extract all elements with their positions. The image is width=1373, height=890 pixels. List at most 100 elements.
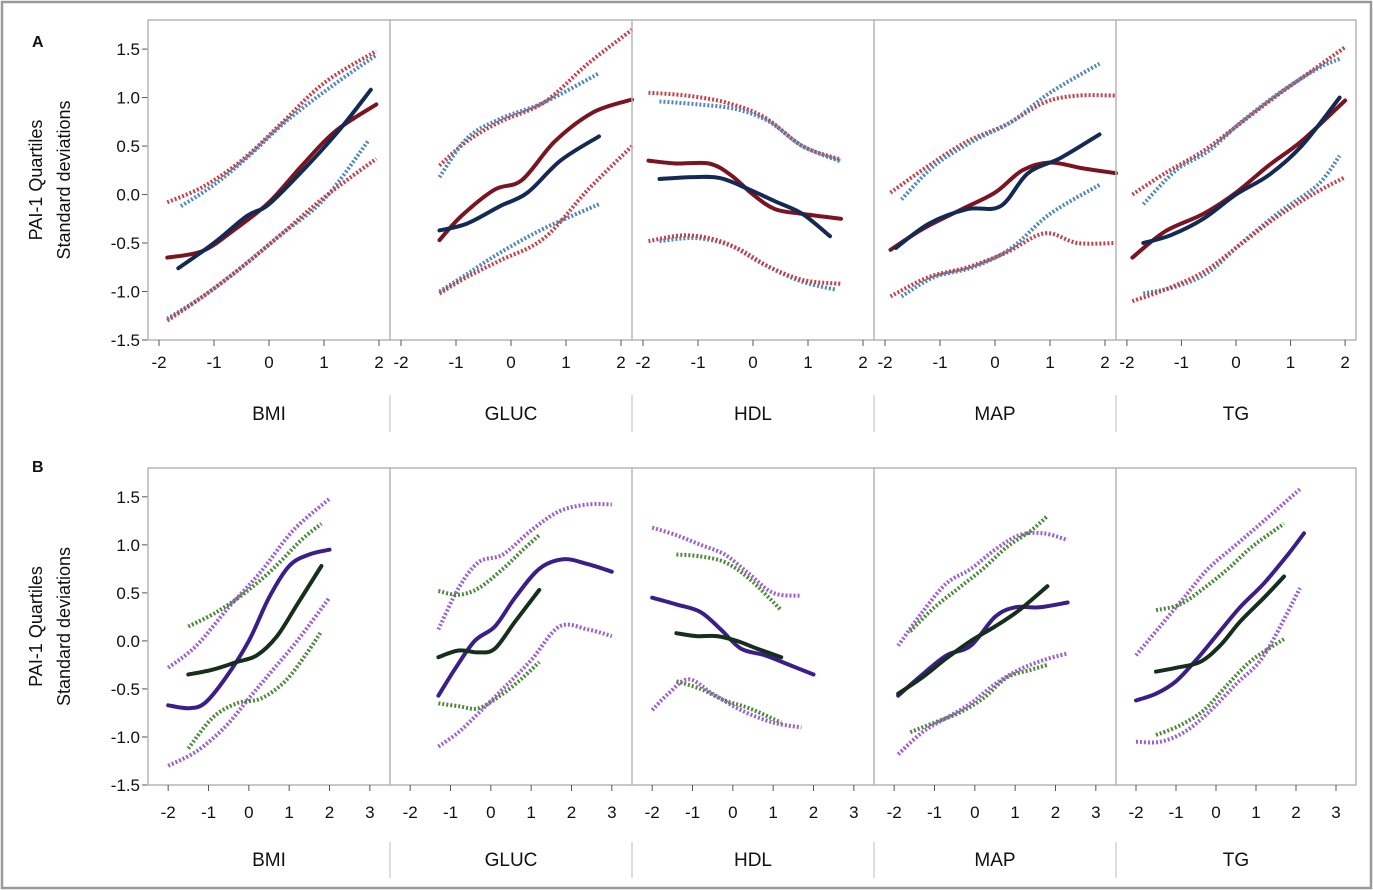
x-tick-label: -1 (932, 353, 947, 372)
series-line-4 (436, 588, 542, 660)
facet-map: -2 -1 0 1 2 MAP (873, 20, 1118, 432)
confidence-band-line-1 (438, 28, 634, 167)
x-tick-label: 3 (849, 803, 858, 822)
series-line-4 (176, 87, 373, 271)
confidence-band-line-2 (1141, 56, 1341, 206)
facet-bmi: -2 -1 0 1 2 BMI (151, 49, 384, 425)
x-tick-label: -2 (635, 353, 650, 372)
confidence-band-line-1 (896, 530, 1069, 647)
confidence-band-line-5 (438, 202, 600, 294)
x-tick-label: 2 (1340, 353, 1349, 372)
x-tick-label: -1 (1174, 353, 1189, 372)
x-tick-label: 0 (990, 353, 999, 372)
confidence-band-line-6 (437, 622, 613, 749)
confidence-band-line-2 (437, 533, 541, 597)
y-axis-label-line2: Standard deviations (54, 100, 74, 259)
y-tick-label: 0.5 (116, 137, 140, 156)
plot-frame (147, 467, 1357, 786)
x-tick-label: 0 (1231, 353, 1240, 372)
x-tick-label: 1 (1010, 803, 1019, 822)
confidence-band-line-1 (1134, 487, 1302, 657)
x-tick-label: -1 (201, 803, 216, 822)
x-tick-label: 3 (1331, 803, 1340, 822)
confidence-band-line-6 (650, 677, 802, 730)
x-tick-label: 2 (809, 803, 818, 822)
series-line-4 (674, 631, 784, 660)
confidence-band-line-2 (676, 552, 783, 612)
x-tick-label: -1 (685, 803, 700, 822)
facet-hdl: -2 -1 0 1 2 3 HDL (631, 468, 859, 878)
plot-frame (147, 19, 1357, 341)
x-tick-label: 0 (748, 353, 757, 372)
x-tick-label: 1 (1286, 353, 1295, 372)
x-tick-label: -2 (393, 353, 408, 372)
confidence-band-line-6 (1131, 175, 1347, 304)
confidence-band-line-2 (187, 522, 323, 629)
x-tick-label: 2 (616, 353, 625, 372)
x-axis-label: GLUC (485, 850, 538, 871)
x-tick-label: 1 (1251, 803, 1260, 822)
x-tick-label: -2 (887, 803, 902, 822)
series-line-3 (1134, 531, 1306, 703)
x-tick-label: -1 (690, 353, 705, 372)
x-tick-label: 1 (561, 353, 570, 372)
confidence-band-line-2 (659, 99, 842, 164)
y-axis-label-line1: PAI-1 Quartiles (26, 120, 46, 241)
x-axis-label: GLUC (485, 404, 538, 425)
y-tick-label: -0.5 (111, 234, 140, 253)
x-tick-label: 2 (1291, 803, 1300, 822)
confidence-band-line-5 (909, 662, 1048, 735)
x-tick-label: -2 (161, 803, 176, 822)
y-axis-label-line1: PAI-1 Quartiles (26, 566, 46, 687)
confidence-band-line-1 (648, 90, 842, 162)
x-tick-label: 0 (728, 803, 737, 822)
x-tick-label: 1 (284, 803, 293, 822)
x-axis-label: TG (1223, 850, 1249, 871)
x-tick-label: 0 (970, 803, 979, 822)
x-tick-label: 3 (1091, 803, 1100, 822)
x-tick-label: -2 (403, 803, 418, 822)
series-line-4 (894, 132, 1102, 250)
x-tick-label: -1 (448, 353, 463, 372)
x-tick-label: 2 (374, 353, 383, 372)
confidence-band-line-2 (900, 61, 1101, 201)
facet-hdl: -2 -1 0 1 2 HDL (631, 20, 868, 432)
x-tick-label: 1 (803, 353, 812, 372)
confidence-band-line-1 (166, 497, 331, 670)
x-tick-label: 1 (1045, 353, 1054, 372)
confidence-band-line-6 (648, 233, 842, 286)
x-tick-label: -2 (151, 353, 166, 372)
series-line-3 (166, 547, 332, 711)
series-line-3 (436, 557, 614, 698)
y-tick-label: 1.0 (116, 89, 140, 108)
series-line-4 (1141, 95, 1342, 245)
confidence-band-line-5 (167, 596, 332, 768)
x-tick-label: 1 (526, 803, 535, 822)
y-tick-label: 0.0 (116, 632, 140, 651)
y-tick-label: 1.0 (116, 536, 140, 555)
confidence-band-line-2 (1155, 522, 1286, 613)
confidence-band-line-1 (889, 93, 1117, 195)
confidence-band-line-2 (908, 514, 1049, 633)
x-axis-label: BMI (252, 850, 286, 871)
x-tick-label: 1 (768, 803, 777, 822)
x-tick-label: 3 (365, 803, 374, 822)
x-tick-label: 0 (1211, 803, 1220, 822)
series-line-4 (1154, 574, 1286, 674)
x-axis-label: MAP (974, 404, 1015, 425)
confidence-band-line-5 (438, 660, 541, 711)
facet-map: -2 -1 0 1 2 3 MAP (873, 468, 1101, 878)
series-line-4 (186, 564, 324, 677)
panel-label: A (32, 34, 44, 51)
x-tick-label: -1 (927, 803, 942, 822)
confidence-band-line-6 (896, 651, 1069, 756)
x-tick-label: 0 (506, 353, 515, 372)
x-tick-label: 2 (567, 803, 576, 822)
x-tick-label: -2 (1119, 353, 1134, 372)
y-axis-label-line2: Standard deviations (54, 547, 74, 706)
y-tick-label: 1.5 (116, 488, 140, 507)
confidence-band-line-6 (889, 231, 1117, 299)
confidence-band-line-2 (437, 71, 600, 179)
